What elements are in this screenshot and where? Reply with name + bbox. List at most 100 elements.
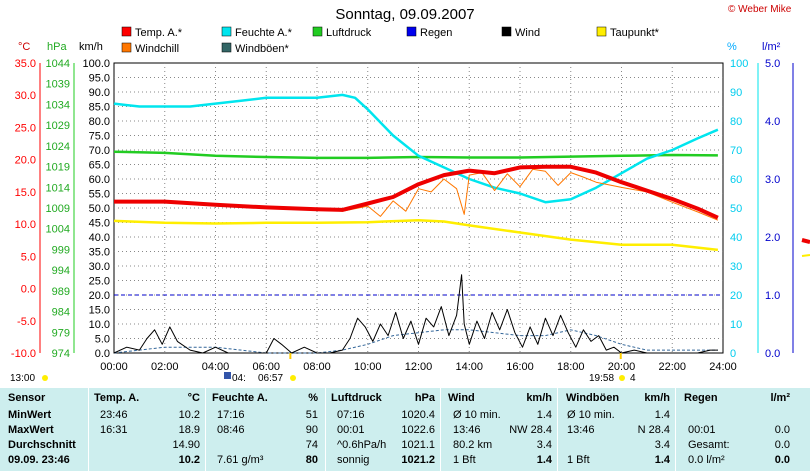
table-cell-press-value: 1021.1 (401, 439, 435, 451)
table-cell-wind-value: 1.4 (536, 409, 552, 421)
table-header-press-unit: hPa (414, 392, 435, 404)
x-tick: 00:00 (100, 361, 128, 373)
legend-label: Taupunkt* (610, 27, 660, 39)
wind-tick: 45.0 (89, 218, 110, 230)
hum-tick: 0 (730, 348, 736, 360)
sun-label-left: 13:00 (10, 373, 35, 384)
copyright-text: © Weber Mike (728, 4, 792, 15)
table-cell-temp-time: 23:46 (100, 409, 128, 421)
legend-swatch (312, 26, 323, 37)
table-cell-hum-value: 80 (305, 454, 318, 466)
series-wind (113, 274, 718, 354)
legend-swatch (406, 26, 417, 37)
x-tick: 10:00 (354, 361, 382, 373)
wind-tick: 20.0 (89, 290, 110, 302)
table-cell-gust-time: 13:46 (567, 424, 595, 436)
press-tick: 1029 (46, 120, 70, 132)
table-cell-press-time: ^0.6hPa/h (337, 439, 387, 451)
temp-tick: 15.0 (15, 187, 36, 199)
wind-tick: 40.0 (89, 232, 110, 244)
table-cell-wind-max: NW 28.4 (509, 424, 552, 436)
legend-swatch (501, 26, 512, 37)
wind-tick: 5.0 (95, 334, 110, 346)
table-row-label: Durchschnitt (8, 439, 76, 451)
wind-tick: 90.0 (89, 87, 110, 99)
series-windboen (113, 329, 718, 354)
rain-tick: 0.0 (765, 348, 780, 360)
x-tick: 16:00 (506, 361, 534, 373)
table-cell-hum-time: 7.61 g/m³ (217, 454, 264, 466)
wind-tick: 15.0 (89, 305, 110, 317)
table-cell-rain-time: 0.0 l/m² (688, 454, 725, 466)
wind-tick: 60.0 (89, 174, 110, 186)
table-cell-hum-time: 08:46 (217, 424, 245, 436)
table-cell-wind-time: 80.2 km (453, 439, 493, 451)
wind-tick: 75.0 (89, 131, 110, 143)
wind-unit-label: km/h (79, 41, 103, 53)
table-header-sensor: Sensor (8, 392, 46, 404)
wind-tick: 25.0 (89, 276, 110, 288)
table-cell-temp-time: 16:31 (100, 424, 128, 436)
press-tick: 989 (52, 286, 70, 298)
table-cell-gust-time: Ø 10 min. (567, 409, 615, 421)
x-tick: 08:00 (303, 361, 331, 373)
table-cell-press-time: 00:01 (337, 424, 365, 436)
legend-label: Feuchte A.* (235, 27, 293, 39)
table-cell-press-value: 1020.4 (401, 409, 435, 421)
legend-label: Luftdruck (326, 27, 372, 39)
table-header-rain-unit: l/m² (770, 392, 790, 404)
table-header-wind: Wind (448, 392, 475, 404)
table-separator (325, 388, 326, 471)
table-header-rain: Regen (684, 392, 718, 404)
table-cell-gust-max: N 28.4 (637, 424, 670, 436)
moon-label: 04: (232, 373, 246, 384)
moon-icon (224, 372, 231, 379)
table-separator (675, 388, 676, 471)
temp-unit-label: °C (18, 41, 30, 53)
table-cell-rain-value: 0.0 (774, 424, 790, 436)
table-header-gust: Windböen (566, 392, 620, 404)
weather-chart: °C hPa km/h% l/m² 35.0 30.0 25.0 20.0 15.0 10.0 5.… (10, 26, 810, 384)
sunrise-icon (290, 375, 296, 381)
table-separator (557, 388, 558, 471)
press-tick: 1009 (46, 203, 70, 215)
hum-tick: 60 (730, 174, 742, 186)
table-cell-temp-value: 10.2 (178, 409, 200, 421)
table-cell-gust-value: 3.4 (654, 439, 670, 451)
press-tick: 979 (52, 327, 70, 339)
x-tick: 06:00 (252, 361, 280, 373)
table-cell-wind-value: 3.4 (536, 439, 552, 451)
wind-tick: 55.0 (89, 189, 110, 201)
table-cell-press-time: 07:16 (337, 409, 365, 421)
legend-label: Temp. A.* (135, 27, 183, 39)
table-row-label: 09.09. 23:46 (8, 454, 70, 466)
right-edge-temp-fragment (801, 238, 810, 244)
series-temp (114, 164, 719, 220)
press-tick: 994 (52, 265, 70, 277)
press-tick: 1014 (46, 182, 70, 194)
hum-tick: 90 (730, 87, 742, 99)
hum-tick: 30 (730, 261, 742, 273)
table-cell-rain-time: 00:01 (688, 424, 716, 436)
press-tick: 974 (52, 348, 70, 360)
wind-tick: 0.0 (95, 348, 110, 360)
table-cell-hum-value: 51 (305, 409, 318, 421)
hum-tick: 20 (730, 290, 742, 302)
press-tick: 1039 (46, 79, 70, 91)
wind-tick: 30.0 (89, 261, 110, 273)
hum-tick: 80 (730, 116, 742, 128)
table-header-gust-unit: km/h (644, 392, 670, 404)
press-tick: 1034 (46, 99, 70, 111)
legend-label: Regen (420, 27, 452, 39)
series-taupunkt (113, 218, 719, 252)
sunrise-time: 06:57 (258, 373, 283, 384)
table-cell-hum-value: 90 (305, 424, 318, 436)
sun-icon (42, 375, 48, 381)
wind-tick: 80.0 (89, 116, 110, 128)
x-tick: 18:00 (557, 361, 585, 373)
hum-tick: 50 (730, 203, 742, 215)
temp-tick: -5.0 (17, 316, 36, 328)
series-feuchte (113, 93, 719, 204)
temp-tick: 25.0 (15, 122, 36, 134)
temp-tick: 20.0 (15, 155, 36, 167)
